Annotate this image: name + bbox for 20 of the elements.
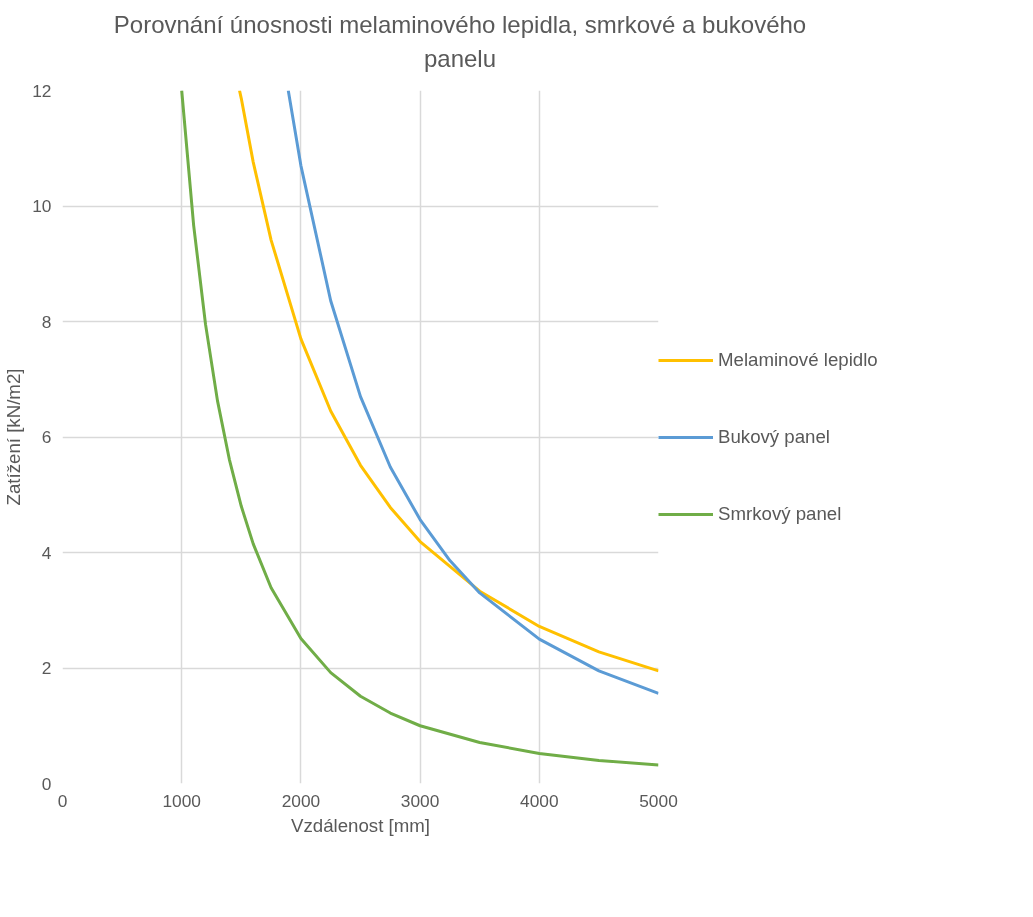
y-tick-label: 2 bbox=[41, 658, 52, 679]
y-tick-label: 4 bbox=[41, 542, 52, 563]
y-tick-label: 8 bbox=[41, 311, 52, 332]
x-tick-label: 1000 bbox=[162, 790, 201, 811]
x-tick-label: 5000 bbox=[639, 790, 678, 811]
legend-label: Bukový panel bbox=[718, 425, 831, 448]
x-tick-label: 2000 bbox=[281, 790, 321, 811]
x-tick-label: 0 bbox=[57, 790, 68, 811]
y-axis-title: Zatížení [kN/m2] bbox=[3, 368, 25, 506]
x-tick-label: 3000 bbox=[400, 790, 440, 811]
legend-label: Melaminové lepidlo bbox=[718, 348, 879, 371]
y-tick-label: 6 bbox=[41, 427, 52, 448]
y-tick-label: 0 bbox=[41, 773, 52, 794]
legend-label: Smrkový panel bbox=[718, 502, 843, 525]
line-series bbox=[180, 90, 659, 767]
chart-title: Porovnání únosnosti melaminového lepidla, smrkové a bukového panelu bbox=[112, 10, 808, 74]
x-axis-title: Vzdálenost [mm] bbox=[291, 814, 430, 836]
y-tick-label: 12 bbox=[32, 80, 52, 101]
y-tick-label: 10 bbox=[32, 196, 52, 217]
x-tick-label: 4000 bbox=[520, 790, 559, 811]
